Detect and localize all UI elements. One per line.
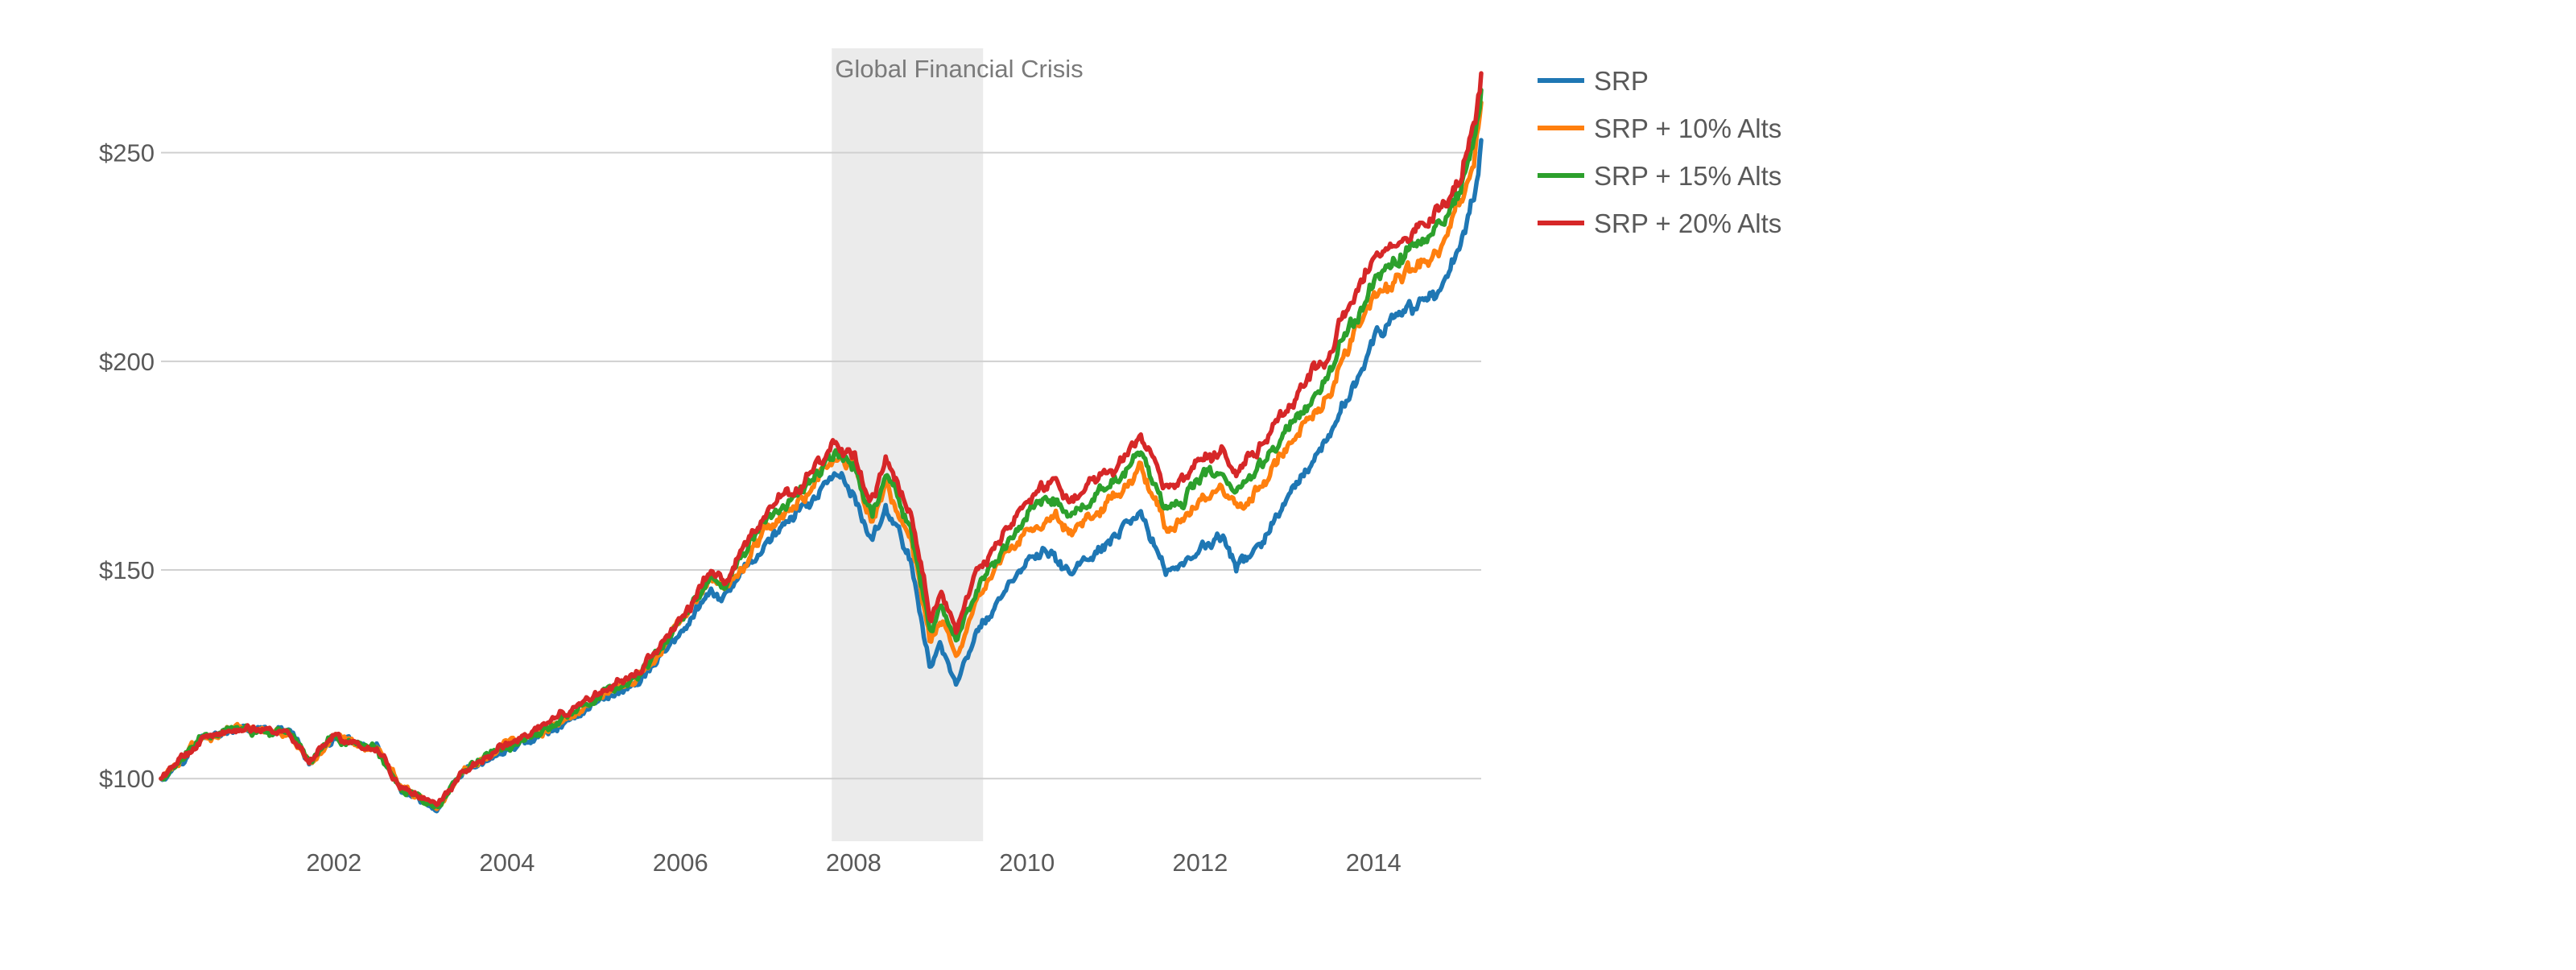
- legend-label: SRP + 10% Alts: [1594, 114, 1781, 143]
- x-tick-label: 2008: [826, 848, 881, 877]
- x-tick-label: 2010: [999, 848, 1055, 877]
- y-tick-label: $250: [99, 139, 155, 167]
- y-tick-label: $100: [99, 765, 155, 793]
- annotation-label: Global Financial Crisis: [835, 55, 1083, 83]
- y-tick-label: $150: [99, 556, 155, 584]
- x-tick-label: 2012: [1172, 848, 1228, 877]
- x-tick-label: 2004: [479, 848, 535, 877]
- legend-label: SRP: [1594, 66, 1649, 96]
- series-line: [159, 71, 1484, 807]
- x-tick-label: 2006: [653, 848, 708, 877]
- crisis-band: [832, 48, 984, 841]
- series-line: [159, 100, 1484, 811]
- x-tick-label: 2014: [1346, 848, 1402, 877]
- legend-label: SRP + 20% Alts: [1594, 208, 1781, 238]
- x-tick-label: 2002: [306, 848, 361, 877]
- y-tick-label: $200: [99, 348, 155, 376]
- legend-label: SRP + 15% Alts: [1594, 161, 1781, 191]
